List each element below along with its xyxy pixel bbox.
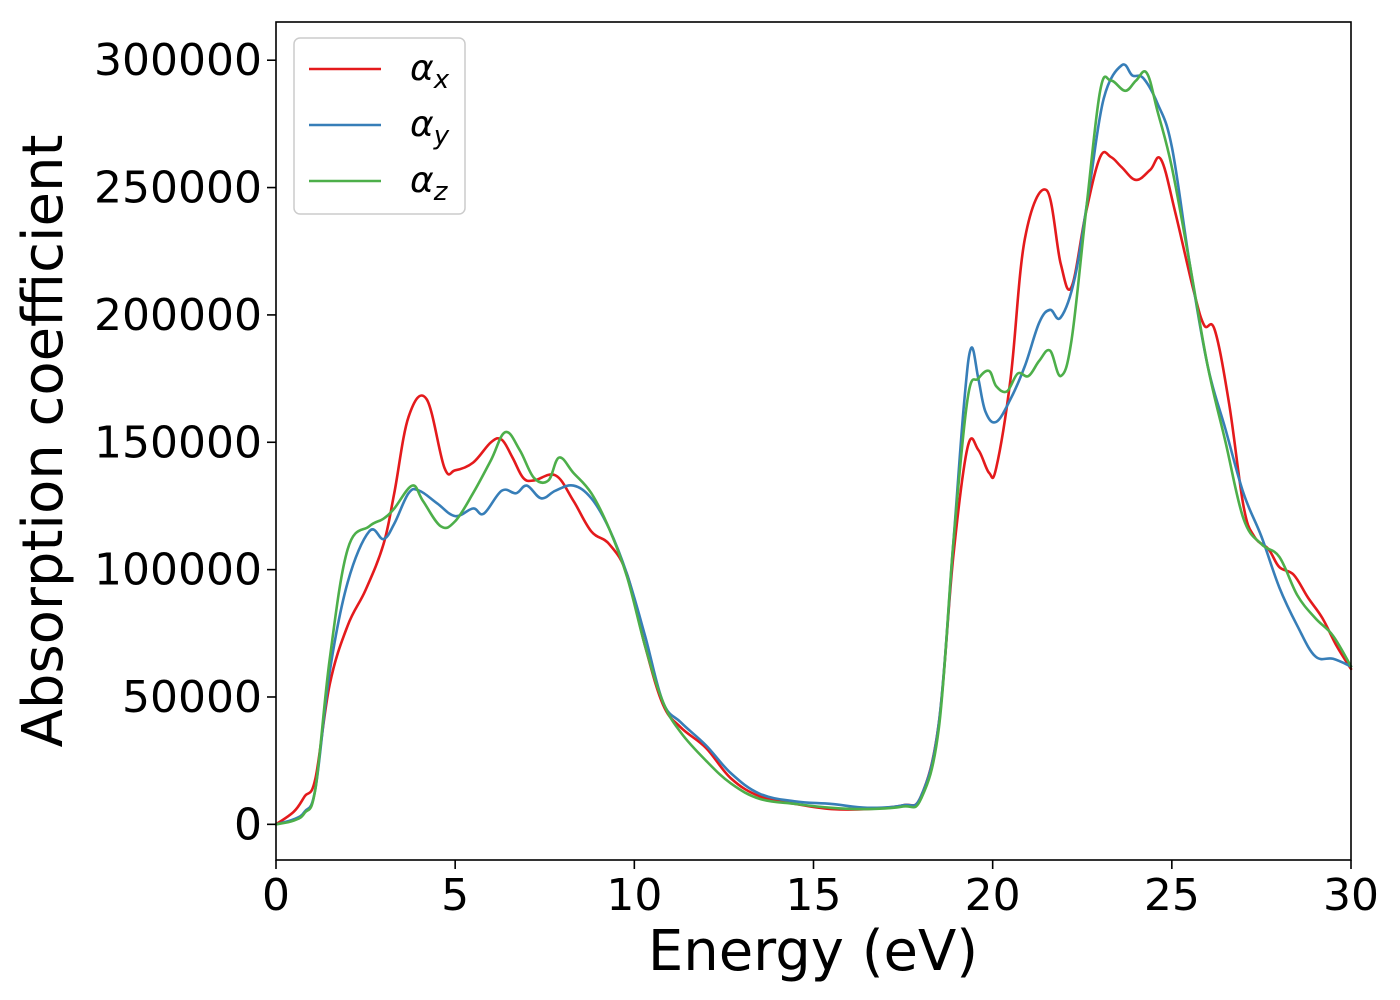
y-axis-ticks: 0 50000 100000 150000 200000 250000 300000 bbox=[94, 35, 276, 850]
x-tick-label: 0 bbox=[262, 870, 290, 921]
y-tick-label: 200000 bbox=[94, 290, 262, 341]
y-tick-label: 50000 bbox=[122, 672, 262, 723]
y-tick-label: 150000 bbox=[94, 417, 262, 468]
series-line-alpha-z bbox=[274, 70, 1353, 826]
x-tick-label: 30 bbox=[1323, 870, 1379, 921]
y-tick-label: 300000 bbox=[94, 35, 262, 86]
x-tick-label: 20 bbox=[965, 870, 1021, 921]
x-axis-ticks: 0 5 10 15 20 25 30 bbox=[262, 860, 1379, 921]
y-tick-label: 100000 bbox=[94, 545, 262, 596]
x-tick-label: 10 bbox=[606, 870, 662, 921]
y-tick-label: 0 bbox=[234, 799, 262, 850]
legend-subscript: z bbox=[433, 177, 449, 207]
x-axis-title: Energy (eV) bbox=[648, 919, 978, 984]
legend-subscript: x bbox=[433, 65, 450, 95]
x-tick-label: 25 bbox=[1144, 870, 1200, 921]
y-tick-label: 250000 bbox=[94, 163, 262, 214]
legend-subscript: y bbox=[433, 121, 450, 151]
y-axis-title: Absorption coefficient bbox=[11, 135, 76, 748]
x-tick-label: 15 bbox=[786, 870, 842, 921]
series-layer bbox=[274, 63, 1353, 826]
x-tick-label: 5 bbox=[441, 870, 469, 921]
